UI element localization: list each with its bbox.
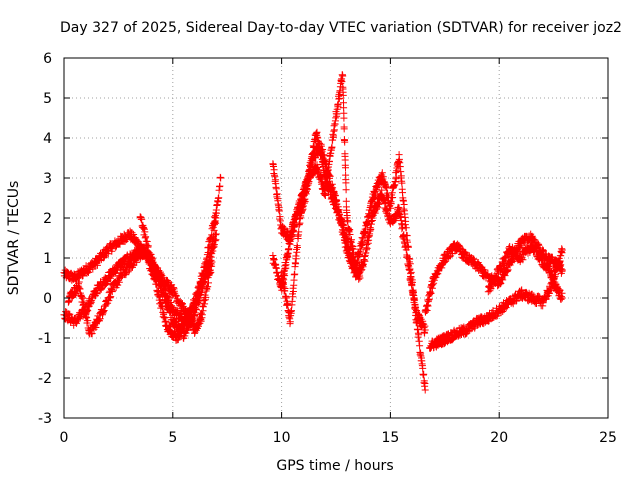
y-tick-label: 5 (43, 91, 52, 107)
series-track-10 (484, 241, 566, 296)
data-point-markers (136, 213, 216, 337)
series-track-4 (136, 213, 216, 337)
data-points-layer (60, 71, 566, 394)
series-track-6 (269, 71, 429, 394)
x-tick-label: 10 (273, 430, 291, 446)
data-point-markers (278, 128, 364, 328)
data-point-markers (484, 241, 566, 296)
x-tick-label: 25 (599, 430, 617, 446)
chart-title: Day 327 of 2025, Sidereal Day-to-day VTE… (60, 20, 622, 36)
y-tick-label: 2 (43, 211, 52, 227)
data-point-markers (269, 71, 429, 394)
y-tick-label: 1 (43, 251, 52, 267)
x-axis-label: GPS time / hours (276, 458, 393, 474)
series-track-7 (278, 128, 364, 328)
y-tick-label: 0 (43, 291, 52, 307)
x-tick-labels: 0 5 10 15 20 25 (60, 430, 617, 446)
x-tick-label: 0 (60, 430, 69, 446)
y-tick-label: 3 (43, 171, 52, 187)
y-tick-label: -3 (38, 411, 52, 427)
x-tick-label: 15 (381, 430, 399, 446)
y-tick-label: -2 (38, 371, 52, 387)
tick-layer (63, 57, 609, 419)
y-tick-label: 6 (43, 51, 52, 67)
y-tick-labels: -3 -2 -1 0 1 2 3 4 5 6 (38, 51, 52, 427)
x-tick-label: 20 (490, 430, 508, 446)
x-tick-label: 5 (168, 430, 177, 446)
y-tick-label: -1 (38, 331, 52, 347)
series-track-9 (426, 274, 566, 352)
data-point-markers (426, 274, 566, 352)
y-axis-label: SDTVAR / TECUs (6, 181, 22, 296)
plot-frame (63, 57, 609, 419)
y-tick-label: 4 (43, 131, 52, 147)
